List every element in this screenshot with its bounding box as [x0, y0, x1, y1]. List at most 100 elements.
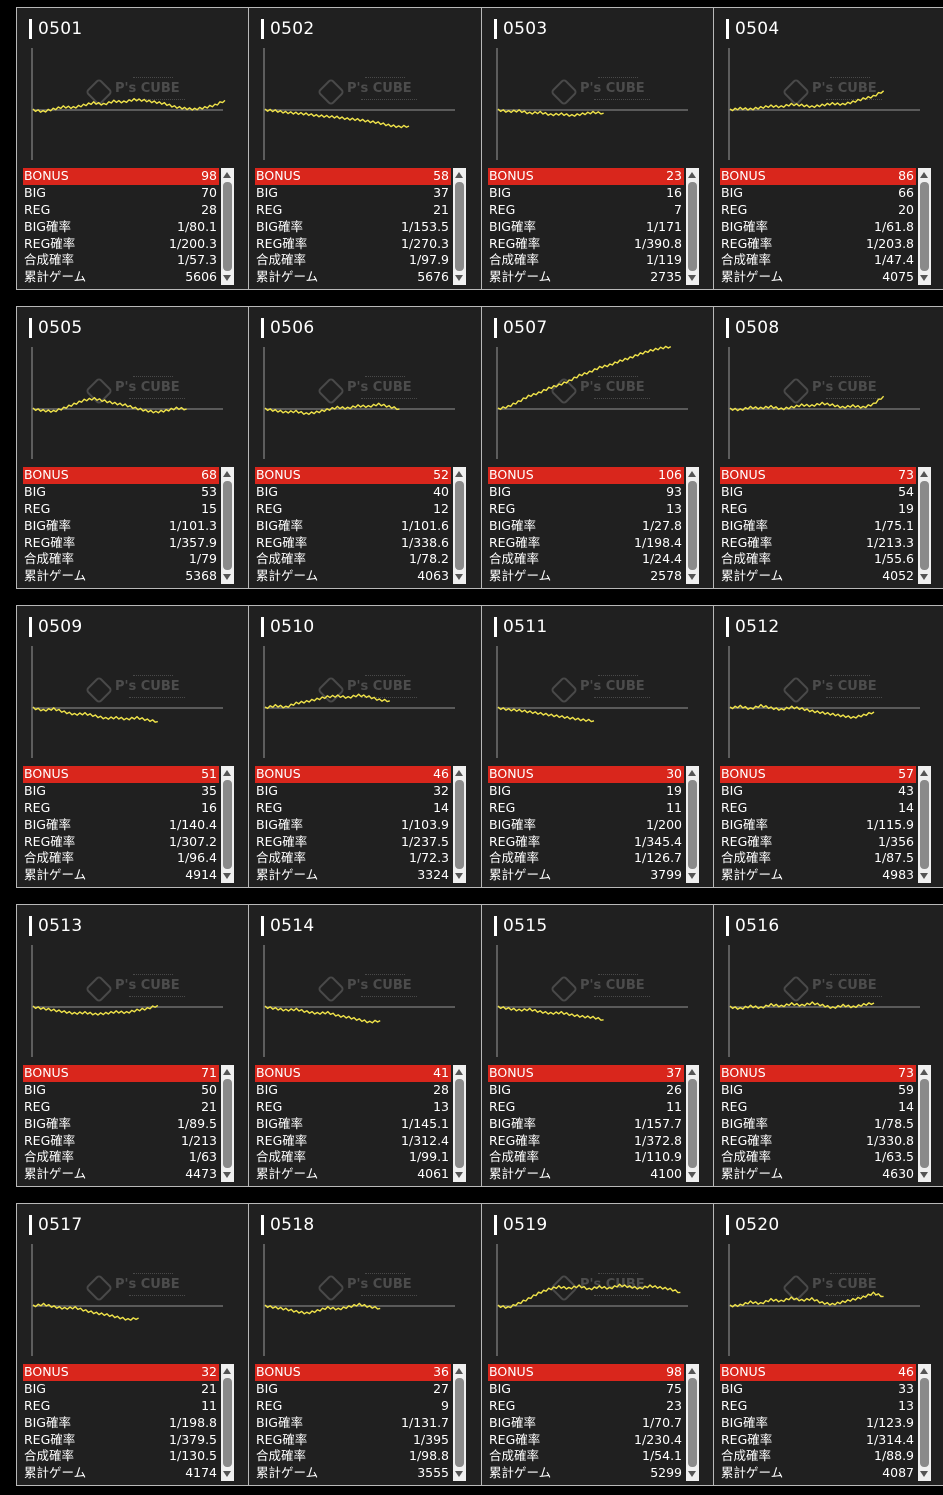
stats-scrollbar[interactable]: [918, 1065, 931, 1182]
scroll-down-arrow-icon[interactable]: [455, 574, 463, 580]
machine-number[interactable]: 0514: [270, 916, 315, 936]
machine-number[interactable]: 0515: [503, 916, 548, 936]
machine-card-0501[interactable]: 0501 P's CUBE BONUS 98 BIG 70: [16, 7, 262, 290]
scroll-thumb[interactable]: [223, 182, 232, 271]
stats-scrollbar[interactable]: [686, 766, 699, 883]
stats-scrollbar[interactable]: [686, 1364, 699, 1481]
machine-card-0513[interactable]: 0513 P's CUBE BONUS 71 BIG 50: [16, 904, 262, 1187]
scroll-down-arrow-icon[interactable]: [223, 275, 231, 281]
machine-card-0517[interactable]: 0517 P's CUBE BONUS 32 BIG 21: [16, 1203, 262, 1486]
scroll-down-arrow-icon[interactable]: [223, 1471, 231, 1477]
scroll-thumb[interactable]: [455, 1079, 464, 1168]
stats-scrollbar[interactable]: [918, 168, 931, 285]
machine-card-0504[interactable]: 0504 P's CUBE BONUS 86 BIG 66: [713, 7, 943, 290]
machine-number[interactable]: 0502: [270, 19, 315, 39]
stats-scrollbar[interactable]: [453, 766, 466, 883]
scroll-thumb[interactable]: [223, 481, 232, 570]
scroll-thumb[interactable]: [455, 1378, 464, 1467]
scroll-down-arrow-icon[interactable]: [688, 574, 696, 580]
stats-scrollbar[interactable]: [221, 1364, 234, 1481]
machine-number[interactable]: 0503: [503, 19, 548, 39]
stats-scrollbar[interactable]: [686, 467, 699, 584]
machine-card-0508[interactable]: 0508 P's CUBE BONUS 73 BIG 54: [713, 306, 943, 589]
scroll-thumb[interactable]: [223, 1079, 232, 1168]
machine-number[interactable]: 0520: [735, 1215, 780, 1235]
scroll-thumb[interactable]: [688, 1378, 697, 1467]
machine-number[interactable]: 0505: [38, 318, 83, 338]
stats-scrollbar[interactable]: [918, 766, 931, 883]
scroll-up-arrow-icon[interactable]: [688, 770, 696, 776]
stats-scrollbar[interactable]: [453, 1065, 466, 1182]
scroll-up-arrow-icon[interactable]: [688, 1069, 696, 1075]
scroll-thumb[interactable]: [920, 780, 929, 869]
scroll-up-arrow-icon[interactable]: [223, 770, 231, 776]
machine-card-0509[interactable]: 0509 P's CUBE BONUS 51 BIG 35: [16, 605, 262, 888]
stats-scrollbar[interactable]: [453, 1364, 466, 1481]
machine-card-0514[interactable]: 0514 P's CUBE BONUS 41 BIG 28: [248, 904, 494, 1187]
machine-number[interactable]: 0516: [735, 916, 780, 936]
scroll-down-arrow-icon[interactable]: [920, 873, 928, 879]
machine-card-0506[interactable]: 0506 P's CUBE BONUS 52 BIG 40: [248, 306, 494, 589]
stats-scrollbar[interactable]: [453, 467, 466, 584]
machine-number[interactable]: 0504: [735, 19, 780, 39]
scroll-down-arrow-icon[interactable]: [688, 275, 696, 281]
machine-number[interactable]: 0508: [735, 318, 780, 338]
machine-card-0520[interactable]: 0520 P's CUBE BONUS 46 BIG 33: [713, 1203, 943, 1486]
scroll-thumb[interactable]: [223, 780, 232, 869]
scroll-thumb[interactable]: [455, 182, 464, 271]
scroll-up-arrow-icon[interactable]: [920, 471, 928, 477]
machine-card-0512[interactable]: 0512 P's CUBE BONUS 57 BIG 43: [713, 605, 943, 888]
scroll-up-arrow-icon[interactable]: [920, 1368, 928, 1374]
scroll-up-arrow-icon[interactable]: [223, 471, 231, 477]
scroll-down-arrow-icon[interactable]: [688, 1172, 696, 1178]
scroll-thumb[interactable]: [688, 182, 697, 271]
machine-number[interactable]: 0517: [38, 1215, 83, 1235]
machine-number[interactable]: 0506: [270, 318, 315, 338]
scroll-thumb[interactable]: [920, 1079, 929, 1168]
machine-number[interactable]: 0507: [503, 318, 548, 338]
scroll-thumb[interactable]: [455, 481, 464, 570]
scroll-thumb[interactable]: [688, 481, 697, 570]
machine-number[interactable]: 0513: [38, 916, 83, 936]
stats-scrollbar[interactable]: [453, 168, 466, 285]
machine-card-0511[interactable]: 0511 P's CUBE BONUS 30 BIG 19: [481, 605, 727, 888]
scroll-up-arrow-icon[interactable]: [455, 770, 463, 776]
stats-scrollbar[interactable]: [918, 1364, 931, 1481]
scroll-down-arrow-icon[interactable]: [920, 1471, 928, 1477]
scroll-down-arrow-icon[interactable]: [455, 275, 463, 281]
scroll-thumb[interactable]: [455, 780, 464, 869]
scroll-up-arrow-icon[interactable]: [920, 1069, 928, 1075]
scroll-down-arrow-icon[interactable]: [455, 1172, 463, 1178]
scroll-down-arrow-icon[interactable]: [223, 1172, 231, 1178]
machine-card-0515[interactable]: 0515 P's CUBE BONUS 37 BIG 26: [481, 904, 727, 1187]
scroll-thumb[interactable]: [688, 780, 697, 869]
scroll-down-arrow-icon[interactable]: [920, 275, 928, 281]
machine-number[interactable]: 0518: [270, 1215, 315, 1235]
scroll-up-arrow-icon[interactable]: [455, 1069, 463, 1075]
scroll-up-arrow-icon[interactable]: [223, 172, 231, 178]
scroll-up-arrow-icon[interactable]: [688, 172, 696, 178]
scroll-thumb[interactable]: [688, 1079, 697, 1168]
stats-scrollbar[interactable]: [221, 1065, 234, 1182]
scroll-down-arrow-icon[interactable]: [688, 873, 696, 879]
scroll-up-arrow-icon[interactable]: [223, 1069, 231, 1075]
scroll-thumb[interactable]: [920, 182, 929, 271]
scroll-up-arrow-icon[interactable]: [223, 1368, 231, 1374]
machine-card-0502[interactable]: 0502 P's CUBE BONUS 58 BIG 37: [248, 7, 494, 290]
machine-number[interactable]: 0519: [503, 1215, 548, 1235]
scroll-up-arrow-icon[interactable]: [455, 172, 463, 178]
stats-scrollbar[interactable]: [918, 467, 931, 584]
machine-card-0519[interactable]: 0519 P's CUBE BONUS 98 BIG 75: [481, 1203, 727, 1486]
scroll-thumb[interactable]: [223, 1378, 232, 1467]
machine-number[interactable]: 0509: [38, 617, 83, 637]
scroll-up-arrow-icon[interactable]: [920, 770, 928, 776]
scroll-down-arrow-icon[interactable]: [223, 873, 231, 879]
stats-scrollbar[interactable]: [221, 168, 234, 285]
scroll-up-arrow-icon[interactable]: [688, 1368, 696, 1374]
machine-number[interactable]: 0512: [735, 617, 780, 637]
machine-card-0505[interactable]: 0505 P's CUBE BONUS 68 BIG 53: [16, 306, 262, 589]
scroll-down-arrow-icon[interactable]: [920, 1172, 928, 1178]
machine-card-0510[interactable]: 0510 P's CUBE BONUS 46 BIG 32: [248, 605, 494, 888]
scroll-down-arrow-icon[interactable]: [455, 1471, 463, 1477]
scroll-up-arrow-icon[interactable]: [455, 1368, 463, 1374]
